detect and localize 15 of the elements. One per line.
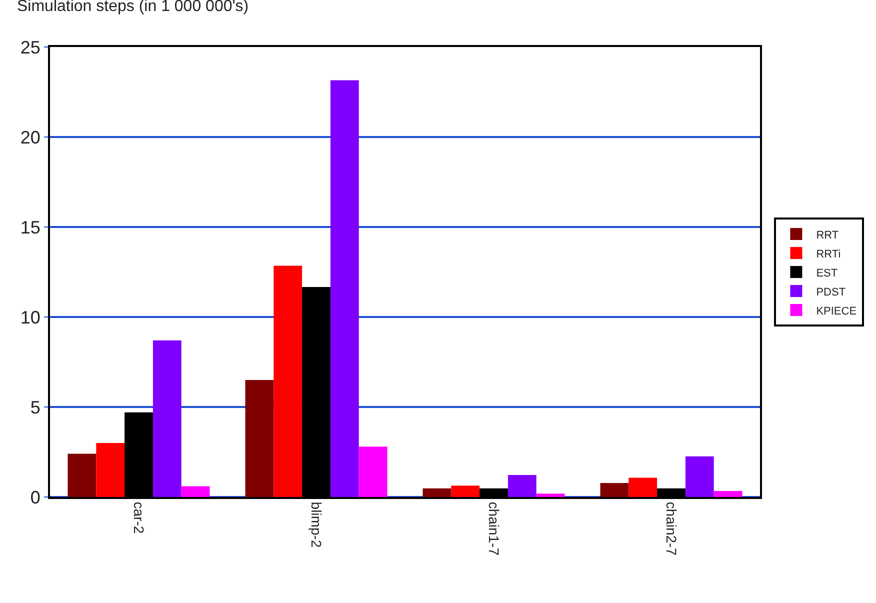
- y-tick-label: 5: [30, 397, 40, 418]
- x-tick-label: blimp-2: [308, 502, 325, 548]
- y-tick-label: 25: [20, 37, 40, 58]
- legend-label: RRTi: [816, 248, 841, 260]
- legend-label: KPIECE: [816, 305, 857, 318]
- y-tick-label: 15: [20, 217, 40, 238]
- y-tick-label: 10: [20, 307, 40, 328]
- legend-label: PDST: [816, 286, 846, 298]
- y-tick-label: 0: [30, 487, 40, 508]
- x-tick-label: chain1-7: [486, 502, 502, 556]
- x-tick-label: car-2: [131, 502, 148, 534]
- legend-label: EST: [816, 267, 838, 280]
- y-tick-label: 20: [20, 127, 40, 148]
- x-tick-label: chain2-7: [664, 502, 680, 556]
- legend-label: RRT: [816, 229, 839, 242]
